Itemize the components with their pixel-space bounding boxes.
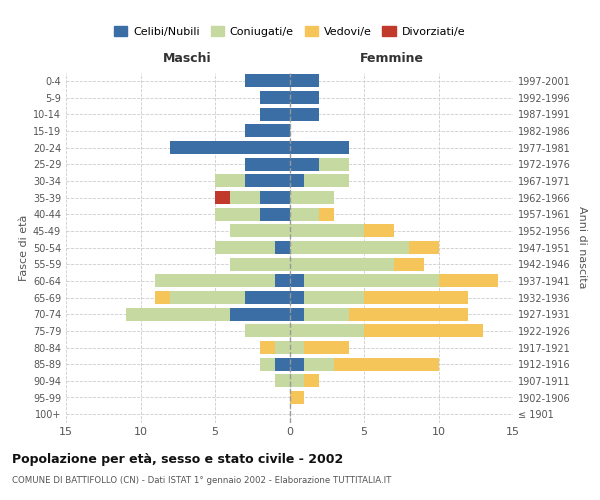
Bar	[439, 274, 498, 287]
Bar	[290, 191, 334, 204]
Bar	[245, 158, 290, 170]
Bar	[290, 374, 304, 388]
Bar	[260, 341, 275, 354]
Bar	[319, 208, 334, 220]
Bar	[290, 391, 304, 404]
Bar	[215, 191, 230, 204]
Bar	[245, 174, 290, 188]
Y-axis label: Fasce di età: Fasce di età	[19, 214, 29, 280]
Bar	[245, 291, 290, 304]
Bar	[170, 291, 245, 304]
Bar	[155, 274, 275, 287]
Bar	[290, 358, 304, 370]
Bar	[155, 291, 170, 304]
Bar	[275, 241, 290, 254]
Bar	[230, 258, 290, 270]
Bar	[290, 291, 304, 304]
Bar	[364, 324, 483, 338]
Bar	[290, 108, 319, 120]
Bar	[304, 308, 349, 320]
Bar	[230, 224, 290, 237]
Bar	[290, 241, 409, 254]
Bar	[170, 141, 290, 154]
Bar	[409, 241, 439, 254]
Bar	[290, 174, 304, 188]
Bar	[304, 374, 319, 388]
Bar	[290, 158, 319, 170]
Bar	[275, 341, 290, 354]
Bar	[290, 274, 304, 287]
Y-axis label: Anni di nascita: Anni di nascita	[577, 206, 587, 289]
Text: Popolazione per età, sesso e stato civile - 2002: Popolazione per età, sesso e stato civil…	[12, 452, 343, 466]
Bar	[290, 208, 319, 220]
Bar	[230, 191, 260, 204]
Bar	[260, 208, 290, 220]
Bar	[304, 274, 439, 287]
Bar	[290, 308, 304, 320]
Bar	[319, 158, 349, 170]
Bar	[125, 308, 230, 320]
Bar	[245, 74, 290, 88]
Bar	[215, 174, 245, 188]
Bar	[290, 74, 319, 88]
Bar	[215, 208, 260, 220]
Bar	[260, 191, 290, 204]
Text: Maschi: Maschi	[163, 52, 211, 66]
Bar	[290, 91, 319, 104]
Text: COMUNE DI BATTIFOLLO (CN) - Dati ISTAT 1° gennaio 2002 - Elaborazione TUTTITALIA: COMUNE DI BATTIFOLLO (CN) - Dati ISTAT 1…	[12, 476, 391, 485]
Bar	[394, 258, 424, 270]
Bar	[334, 358, 439, 370]
Bar	[304, 341, 349, 354]
Bar	[275, 274, 290, 287]
Bar	[290, 324, 364, 338]
Bar	[260, 108, 290, 120]
Bar	[364, 291, 469, 304]
Bar	[260, 91, 290, 104]
Bar	[275, 374, 290, 388]
Bar	[245, 324, 290, 338]
Bar	[215, 241, 275, 254]
Bar	[290, 141, 349, 154]
Bar	[304, 291, 364, 304]
Bar	[304, 358, 334, 370]
Bar	[275, 358, 290, 370]
Bar	[290, 258, 394, 270]
Bar	[304, 174, 349, 188]
Bar	[290, 341, 304, 354]
Bar	[230, 308, 290, 320]
Bar	[245, 124, 290, 138]
Bar	[349, 308, 469, 320]
Bar	[260, 358, 275, 370]
Legend: Celibi/Nubili, Coniugati/e, Vedovi/e, Divorziati/e: Celibi/Nubili, Coniugati/e, Vedovi/e, Di…	[110, 22, 469, 42]
Bar	[290, 224, 364, 237]
Bar	[364, 224, 394, 237]
Text: Femmine: Femmine	[361, 52, 424, 66]
